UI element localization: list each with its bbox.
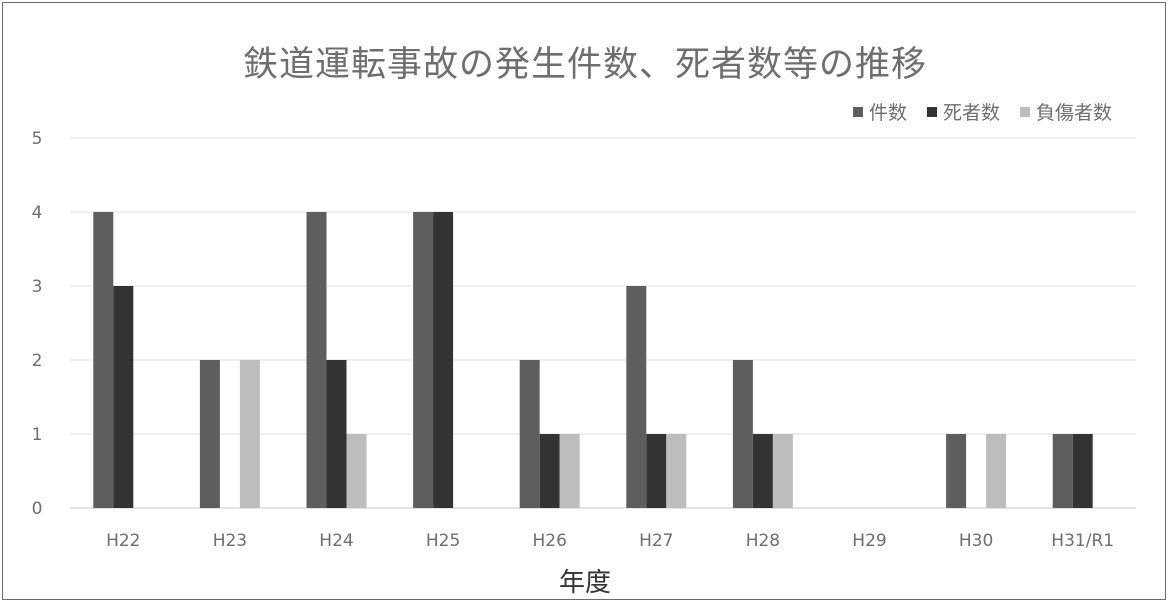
bar-injured-H24 (346, 434, 367, 508)
bars (93, 212, 1093, 508)
y-tick-label: 0 (32, 499, 43, 519)
legend-swatch-deaths (926, 106, 937, 117)
bar-deaths-H22 (113, 286, 134, 508)
legend-swatch-injured (1019, 106, 1030, 117)
x-axis-label: 年度 (558, 568, 611, 598)
bar-count-H23 (199, 360, 220, 508)
bar-count-H25 (413, 212, 434, 508)
bar-deaths-H25 (433, 212, 454, 508)
legend-label-count: 件数 (868, 102, 907, 124)
legend-swatch-count (852, 106, 863, 117)
x-tick-label: H27 (639, 531, 673, 551)
bar-count-H22 (93, 212, 114, 508)
x-ticks: H22 H23 H24 H25 H26 H27 H28 H29 H30 H31/R1 (106, 531, 1114, 551)
legend-label-injured: 負傷者数 (1035, 102, 1112, 124)
bar-count-H31/R1 (1052, 434, 1073, 508)
bar-count-H24 (306, 212, 327, 508)
bar-deaths-H26 (539, 434, 560, 508)
bar-injured-H23 (239, 360, 260, 508)
x-tick-label: H26 (532, 531, 566, 551)
chart-title: 鉄道運転事故の発生件数、死者数等の推移 (242, 45, 927, 85)
y-tick-label: 5 (32, 129, 43, 149)
bar-deaths-H27 (646, 434, 667, 508)
bar-injured-H26 (559, 434, 580, 508)
x-tick-label: H30 (959, 531, 993, 551)
x-tick-label: H25 (426, 531, 460, 551)
x-tick-label: H24 (319, 531, 353, 551)
y-tick-label: 4 (32, 203, 43, 223)
bar-deaths-H31/R1 (1072, 434, 1093, 508)
x-tick-label: H31/R1 (1051, 531, 1114, 551)
x-tick-label: H28 (746, 531, 780, 551)
bar-injured-H27 (666, 434, 687, 508)
x-tick-label: H22 (106, 531, 140, 551)
bar-injured-H28 (772, 434, 793, 508)
chart-legend: 件数 死者数 負傷者数 (852, 98, 1112, 125)
bar-injured-H30 (986, 434, 1007, 508)
y-tick-label: 1 (32, 425, 43, 445)
legend-item-deaths: 死者数 (926, 98, 1000, 125)
gridlines (70, 137, 1136, 509)
y-tick-label: 2 (32, 351, 43, 371)
x-tick-label: H23 (213, 531, 247, 551)
legend-item-injured: 負傷者数 (1019, 98, 1112, 125)
bar-deaths-H24 (326, 360, 347, 508)
bar-count-H30 (946, 434, 967, 508)
y-tick-label: 3 (32, 277, 43, 297)
legend-label-deaths: 死者数 (942, 102, 1000, 124)
bar-count-H26 (519, 360, 540, 508)
bar-deaths-H28 (752, 434, 773, 508)
x-tick-label: H29 (852, 531, 886, 551)
legend-item-count: 件数 (852, 98, 907, 125)
bar-count-H28 (732, 360, 753, 508)
y-ticks: 0 1 2 3 4 5 (32, 129, 43, 519)
bar-count-H27 (626, 286, 647, 508)
